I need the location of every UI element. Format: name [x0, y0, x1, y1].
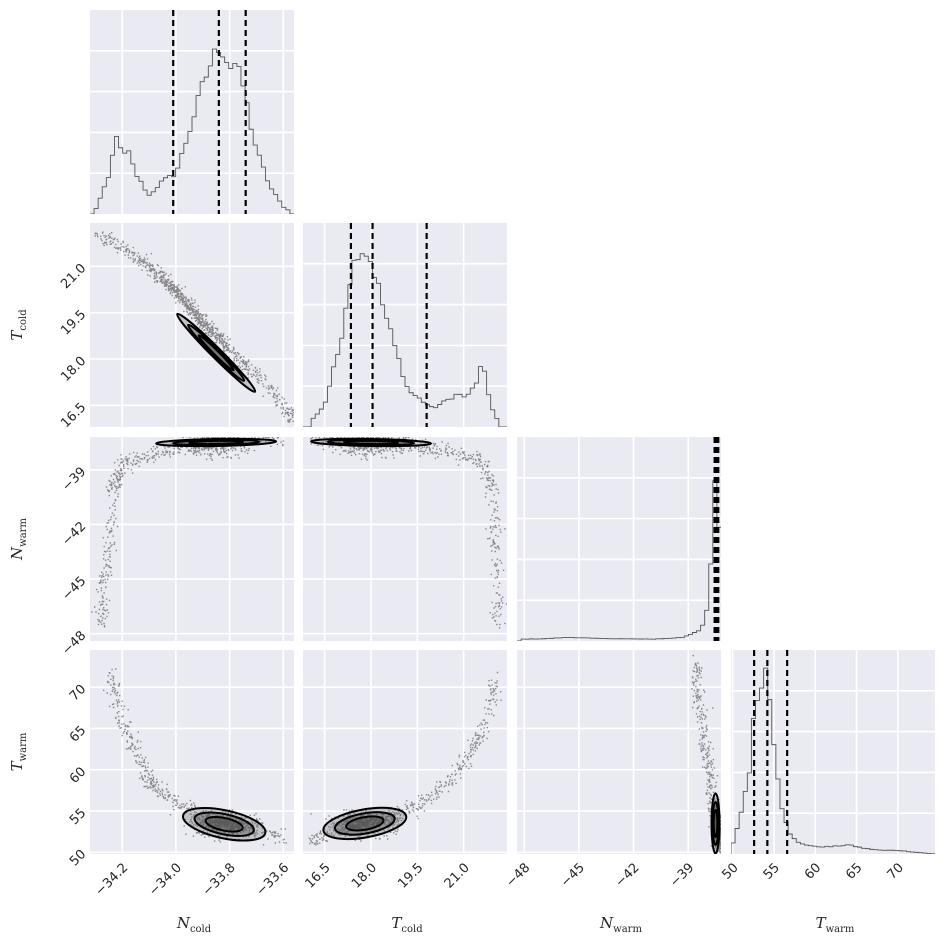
scatter-n-cold-vs-t-warm — [90, 650, 294, 854]
density-contour — [712, 808, 719, 838]
x-tick-label: −39 — [667, 860, 697, 890]
x-tick-label: 70 — [885, 860, 907, 882]
density-contour — [182, 807, 267, 842]
y-axis-label-t-warm: Twarm — [8, 732, 29, 771]
density-contour — [176, 312, 257, 393]
density-contour — [345, 815, 385, 832]
x-tick-label: −48 — [503, 860, 533, 890]
panel-content — [308, 671, 502, 846]
x-tick-label: −34.2 — [92, 860, 131, 899]
panel-content — [517, 437, 721, 641]
density-contour — [187, 323, 246, 382]
scatter-points — [103, 668, 287, 846]
y-tick-label: 60 — [67, 764, 89, 786]
histogram-t-warm — [731, 650, 935, 854]
panel-background — [303, 223, 507, 427]
panel-content — [90, 10, 294, 214]
x-tick-label: 16.5 — [303, 860, 334, 891]
histogram-n-cold — [90, 10, 294, 214]
x-tick-label: 60 — [802, 860, 824, 882]
panel-background — [303, 437, 507, 641]
y-tick-label: −48 — [59, 628, 89, 658]
density-contour — [343, 439, 399, 446]
y-tick-label: −45 — [59, 574, 89, 604]
x-tick-label: 50 — [719, 860, 741, 882]
scatter-t-cold-vs-n-warm — [303, 437, 507, 641]
x-axis-label-t-warm: Twarm — [816, 914, 855, 935]
y-tick-label: 18.0 — [58, 354, 89, 385]
histogram-t-cold — [303, 223, 507, 427]
panel-background — [517, 437, 721, 641]
histogram-step — [517, 480, 721, 641]
histogram-step — [731, 667, 935, 854]
density-contour — [188, 439, 245, 446]
panel-background — [90, 10, 294, 214]
y-tick-label: 55 — [67, 806, 89, 828]
density-contour — [197, 334, 235, 372]
scatter-n-cold-vs-n-warm — [90, 437, 294, 641]
y-tick-label: 50 — [67, 847, 89, 869]
y-tick-label: 70 — [67, 682, 89, 704]
histogram-n-warm — [517, 437, 721, 641]
x-tick-label: −45 — [558, 860, 588, 890]
density-contour — [322, 806, 408, 841]
panel-background — [90, 223, 294, 427]
scatter-t-cold-vs-t-warm — [303, 650, 507, 854]
panel-background — [90, 437, 294, 641]
y-axis-label-t-cold: Tcold — [8, 309, 29, 341]
panel-content — [91, 437, 284, 628]
x-tick-label: 65 — [843, 860, 865, 882]
y-tick-label: 19.5 — [58, 307, 89, 338]
x-tick-label: −33.6 — [254, 860, 293, 899]
panel-content — [103, 668, 287, 846]
y-tick-label: 21.0 — [58, 261, 89, 292]
panel-content — [303, 223, 507, 427]
y-tick-label: −39 — [59, 464, 89, 494]
x-axis-label-t-cold: Tcold — [391, 914, 423, 935]
density-contour — [204, 815, 244, 833]
scatter-n-cold-vs-t-cold — [90, 223, 294, 427]
x-tick-label: 19.5 — [395, 860, 426, 891]
scatter-n-warm-vs-t-warm — [517, 650, 721, 854]
y-tick-label: −42 — [59, 519, 89, 549]
y-tick-label: 16.5 — [58, 400, 89, 431]
histogram-step — [90, 48, 294, 214]
y-axis-label-n-warm: Nwarm — [8, 518, 29, 561]
y-tick-label: 65 — [67, 723, 89, 745]
panel-background — [90, 650, 294, 854]
panel-background — [517, 650, 721, 854]
x-tick-label: 18.0 — [349, 860, 380, 891]
x-tick-label: −42 — [613, 860, 643, 890]
x-tick-label: 55 — [761, 860, 783, 882]
x-axis-label-n-warm: Nwarm — [599, 914, 642, 935]
x-tick-label: 21.0 — [442, 860, 473, 891]
panel-content — [310, 437, 507, 629]
panel-content — [90, 231, 294, 426]
x-axis-label-n-cold: Ncold — [176, 914, 212, 935]
panel-content — [731, 650, 935, 854]
histogram-step — [303, 253, 507, 427]
x-tick-label: −33.8 — [200, 860, 239, 899]
x-tick-label: −34.0 — [146, 860, 185, 899]
panel-background — [731, 650, 935, 854]
panel-content — [691, 654, 721, 854]
